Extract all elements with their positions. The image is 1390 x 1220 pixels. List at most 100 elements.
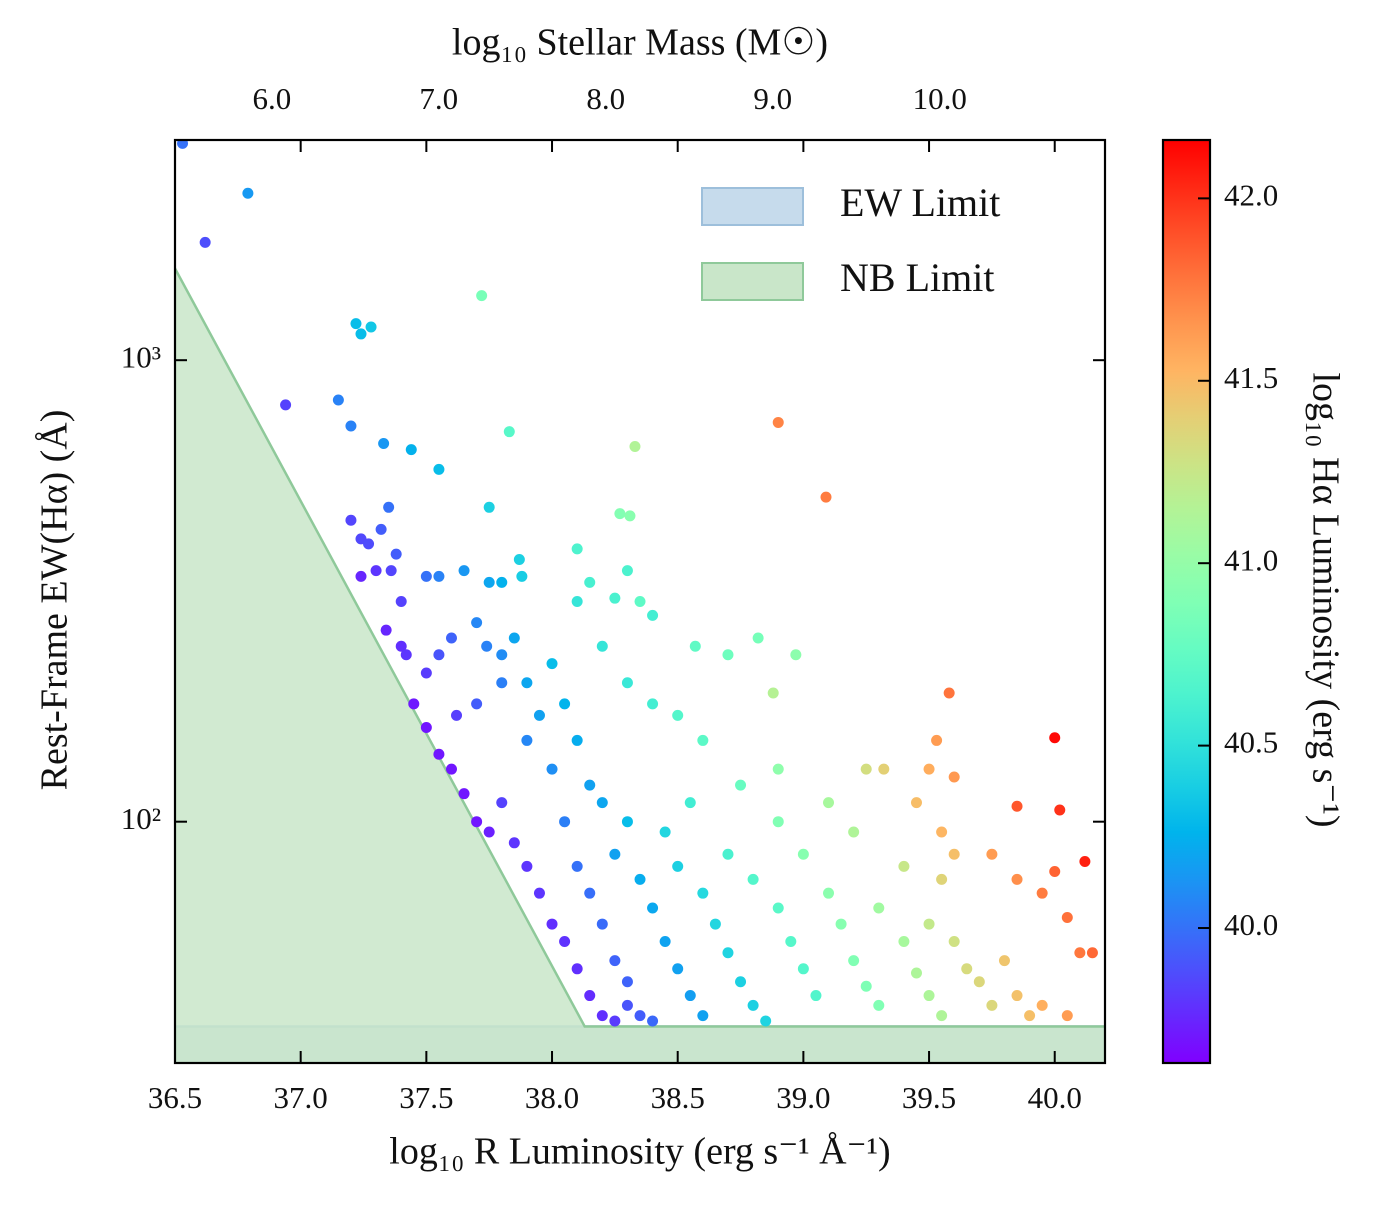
top-tick-label: 6.0	[252, 81, 291, 116]
point	[767, 687, 779, 699]
y-axis-label: Rest-Frame EW(Hα) (Å)	[34, 410, 76, 791]
x-tick-label: 39.0	[776, 1080, 830, 1115]
point	[533, 709, 545, 721]
point	[177, 140, 189, 149]
point	[747, 873, 759, 885]
point	[797, 848, 809, 860]
point	[898, 860, 910, 872]
point	[672, 709, 684, 721]
point	[513, 553, 525, 565]
point	[772, 816, 784, 828]
point	[370, 565, 382, 577]
point	[458, 565, 470, 577]
point	[471, 816, 483, 828]
point	[923, 763, 935, 775]
point	[559, 936, 571, 948]
point	[516, 570, 528, 582]
point	[684, 990, 696, 1002]
point	[772, 763, 784, 775]
x-tick-label: 40.0	[1028, 1080, 1082, 1115]
colorbar-tick-label: 42.0	[1224, 177, 1278, 212]
point	[433, 570, 445, 582]
point	[571, 963, 583, 975]
point	[621, 999, 633, 1011]
point	[722, 848, 734, 860]
point	[596, 797, 608, 809]
point	[973, 976, 985, 988]
point	[1079, 855, 1091, 867]
point	[559, 816, 571, 828]
point	[458, 788, 470, 800]
point	[684, 797, 696, 809]
point	[697, 1010, 709, 1022]
point	[709, 918, 721, 930]
colorbar-tick-label: 41.0	[1224, 542, 1278, 577]
colorbar-tick-label: 40.5	[1224, 725, 1278, 760]
point	[923, 990, 935, 1002]
point	[559, 698, 571, 710]
point	[355, 570, 367, 582]
point	[1054, 804, 1066, 816]
colorbar-frame	[1161, 138, 1212, 1065]
point	[546, 763, 558, 775]
point	[672, 860, 684, 872]
point	[395, 640, 407, 652]
point	[797, 963, 809, 975]
point	[772, 416, 784, 428]
point	[1049, 865, 1061, 877]
x-tick-label: 39.5	[902, 1080, 956, 1115]
y-tick-label: 10³	[121, 339, 161, 374]
point	[508, 632, 520, 644]
point	[408, 698, 420, 710]
axes-frame	[173, 138, 1107, 1065]
point	[860, 763, 872, 775]
point	[571, 734, 583, 746]
point	[420, 570, 432, 582]
point	[584, 990, 596, 1002]
x-axis-label: log₁₀ R Luminosity (erg s⁻¹ Å⁻¹)	[389, 1131, 890, 1173]
point	[571, 543, 583, 555]
point	[546, 658, 558, 670]
point	[647, 1015, 659, 1027]
point	[503, 426, 515, 438]
point	[624, 510, 636, 522]
point	[521, 860, 533, 872]
point	[735, 976, 747, 988]
point	[390, 548, 402, 560]
point	[931, 734, 943, 746]
point	[395, 596, 407, 607]
point	[496, 649, 508, 661]
top-tick-label: 9.0	[753, 81, 792, 116]
point	[596, 1010, 608, 1022]
point	[378, 437, 390, 449]
point	[1036, 999, 1048, 1011]
x-tick-label: 37.5	[399, 1080, 453, 1115]
point	[998, 955, 1010, 967]
point	[433, 748, 445, 760]
y-tick-label: 10²	[121, 801, 161, 836]
point	[1049, 732, 1061, 744]
point	[948, 848, 960, 860]
point	[873, 999, 885, 1011]
point	[790, 649, 802, 661]
colorbar	[1163, 140, 1210, 1063]
point	[420, 721, 432, 733]
point	[898, 936, 910, 948]
x-tick-label: 38.5	[651, 1080, 705, 1115]
point	[948, 771, 960, 783]
point	[923, 918, 935, 930]
point	[445, 632, 457, 644]
point	[697, 887, 709, 899]
point	[420, 667, 432, 679]
point	[584, 779, 596, 791]
point	[810, 990, 822, 1002]
x-tick-label: 37.0	[274, 1080, 328, 1115]
point	[747, 999, 759, 1011]
point	[363, 538, 375, 550]
point	[242, 187, 254, 199]
point	[609, 592, 621, 604]
point	[385, 565, 397, 577]
x-tick-label: 36.5	[148, 1080, 202, 1115]
colorbar-tick-label: 40.0	[1224, 907, 1278, 942]
point	[634, 1010, 646, 1022]
